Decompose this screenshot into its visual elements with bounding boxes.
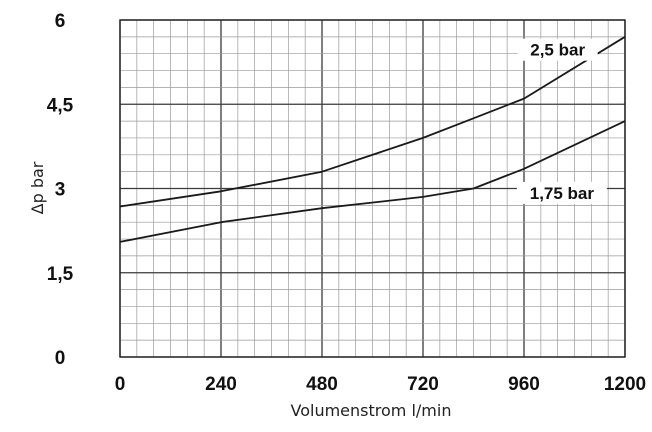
series-label-bg xyxy=(516,181,607,204)
y-tick-label: 4,5 xyxy=(47,95,74,116)
y-tick-label: 6 xyxy=(55,11,66,32)
x-tick-label: 720 xyxy=(407,374,439,395)
chart-series xyxy=(119,36,626,243)
series-labels: 2,5 bar 1,75 bar xyxy=(516,38,607,204)
x-tick-label: 960 xyxy=(508,374,540,395)
series-line-1 xyxy=(119,36,626,208)
series-label-2: 1,75 bar xyxy=(530,184,595,203)
x-axis-ticks: 0 240 480 720 960 1200 xyxy=(115,374,646,395)
plot-frame xyxy=(119,19,626,358)
plot-border xyxy=(119,19,626,358)
x-tick-label: 480 xyxy=(306,374,338,395)
y-tick-label: 0 xyxy=(55,348,66,369)
x-tick-label: 0 xyxy=(115,374,126,395)
y-axis-title: Δp bar xyxy=(28,161,47,214)
y-tick-label: 3 xyxy=(55,180,66,201)
x-tick-label: 1200 xyxy=(604,374,646,395)
x-tick-label: 240 xyxy=(205,374,237,395)
series-line-2 xyxy=(119,120,626,243)
series-label-bg xyxy=(517,38,598,61)
y-tick-label: 1,5 xyxy=(47,264,74,285)
y-axis-ticks: 0 1,5 3 4,5 6 xyxy=(47,11,74,369)
series-label-1: 2,5 bar xyxy=(530,41,585,60)
x-axis-title: Volumenstrom l/min xyxy=(291,401,452,420)
